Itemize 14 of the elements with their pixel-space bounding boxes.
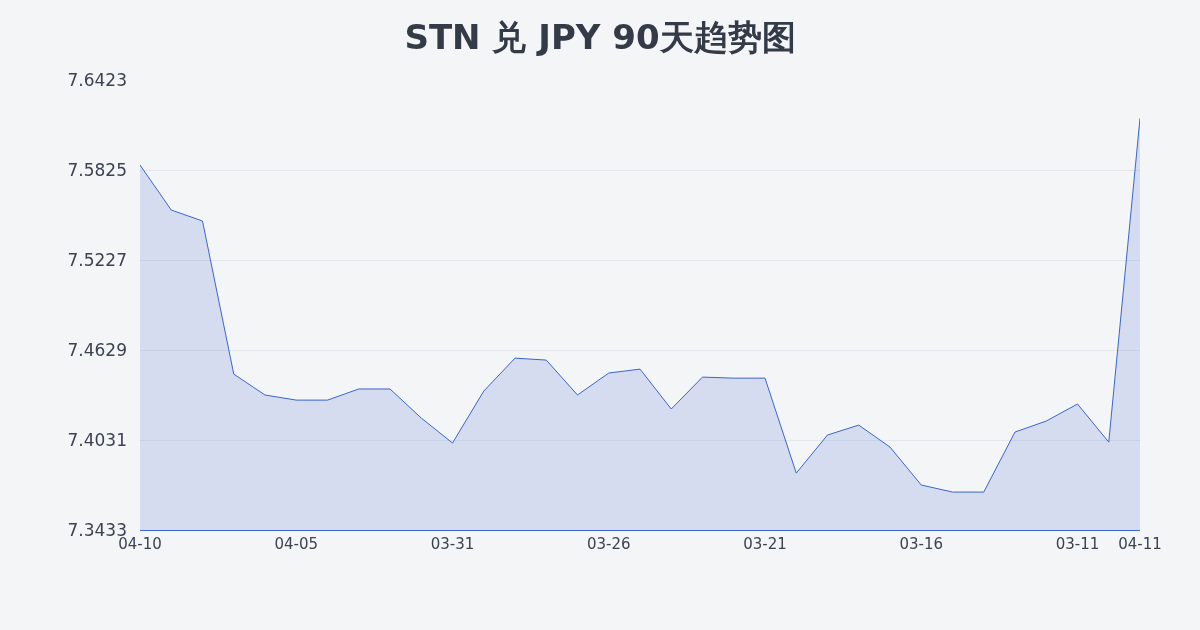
x-tick-label: 03-21: [743, 535, 787, 553]
y-tick-label: 7.5825: [67, 159, 127, 180]
x-tick-label: 03-11: [1055, 535, 1100, 553]
x-tick-label: 03-16: [899, 535, 944, 553]
x-tick-label: 04-05: [274, 535, 319, 553]
x-tick-label: 03-31: [430, 535, 475, 553]
y-tick-label: 7.5227: [67, 249, 127, 270]
chart-title: STN 兑 JPY 90天趋势图: [404, 17, 796, 57]
y-tick-label: 7.4629: [67, 339, 127, 360]
x-tick-label: 03-26: [586, 535, 631, 553]
x-tick-label: 04-11: [1118, 535, 1162, 553]
y-tick-label: 7.6423: [67, 69, 127, 90]
x-tick-label: 04-10: [118, 535, 162, 553]
y-tick-label: 7.4031: [67, 429, 127, 450]
